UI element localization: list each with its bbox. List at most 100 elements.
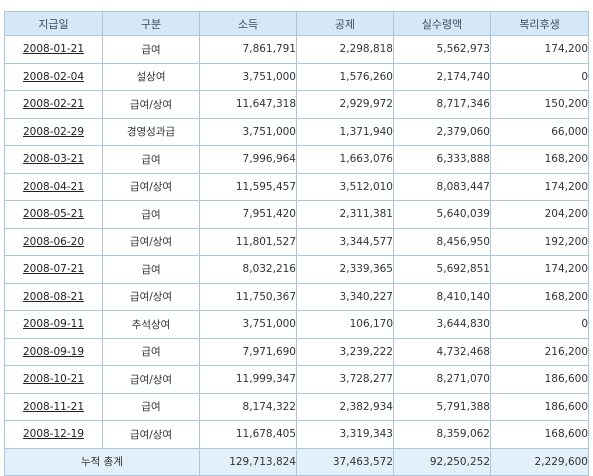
welfare-cell: 204,200 xyxy=(490,200,589,229)
income-cell: 11,647,318 xyxy=(199,90,297,119)
total-label: 누적 총계 xyxy=(4,447,200,476)
income-cell: 3,751,000 xyxy=(199,62,297,91)
total-welfare: 2,229,600 xyxy=(490,447,589,476)
header-income: 소득 xyxy=(199,11,297,36)
welfare-cell: 0 xyxy=(490,62,589,91)
welfare-cell: 174,200 xyxy=(490,172,589,201)
total-net-pay: 92,250,252 xyxy=(393,447,491,476)
pay-date-link[interactable]: 2008-10-21 xyxy=(22,373,85,386)
pay-type-cell: 급여 xyxy=(102,337,200,366)
income-cell: 7,971,690 xyxy=(199,337,297,366)
total-row: 누적 총계 129,713,824 37,463,572 92,250,252 … xyxy=(4,447,589,476)
pay-date-link[interactable]: 2008-11-21 xyxy=(22,400,85,413)
table-row: 2008-09-11 추석상여 3,751,000 106,170 3,644,… xyxy=(4,310,589,339)
income-cell: 11,999,347 xyxy=(199,365,297,394)
table-row: 2008-02-29 경영성과급 3,751,000 1,371,940 2,3… xyxy=(4,117,589,146)
table-row: 2008-02-21 급여/상여 11,647,318 2,929,972 8,… xyxy=(4,90,589,119)
pay-date-link[interactable]: 2008-02-21 xyxy=(22,98,85,111)
deduction-cell: 3,512,010 xyxy=(296,172,394,201)
income-cell: 3,751,000 xyxy=(199,310,297,339)
pay-date-link[interactable]: 2008-05-21 xyxy=(22,208,85,221)
pay-date-link[interactable]: 2008-02-29 xyxy=(22,125,85,138)
pay-type-cell: 급여 xyxy=(102,392,200,421)
pay-date-link[interactable]: 2008-07-21 xyxy=(22,263,85,276)
deduction-cell: 2,311,381 xyxy=(296,200,394,229)
pay-date-link[interactable]: 2008-09-11 xyxy=(22,318,85,331)
table-row: 2008-10-21 급여/상여 11,999,347 3,728,277 8,… xyxy=(4,365,589,394)
deduction-cell: 3,340,227 xyxy=(296,282,394,311)
table-header-row: 지급일 구분 소득 공제 실수령액 복리후생 xyxy=(4,11,589,36)
pay-date-link[interactable]: 2008-06-20 xyxy=(22,235,85,248)
welfare-cell: 168,600 xyxy=(490,420,589,449)
deduction-cell: 2,382,934 xyxy=(296,392,394,421)
pay-type-cell: 급여/상여 xyxy=(102,420,200,449)
pay-date-link[interactable]: 2008-08-21 xyxy=(22,290,85,303)
pay-type-cell: 경영성과급 xyxy=(102,117,200,146)
welfare-cell: 150,200 xyxy=(490,90,589,119)
table-row: 2008-05-21 급여 7,951,420 2,311,381 5,640,… xyxy=(4,200,589,229)
pay-type-cell: 추석상여 xyxy=(102,310,200,339)
table-row: 2008-07-21 급여 8,032,216 2,339,365 5,692,… xyxy=(4,255,589,284)
net-pay-cell: 5,692,851 xyxy=(393,255,491,284)
pay-type-cell: 급여/상여 xyxy=(102,90,200,119)
net-pay-cell: 4,732,468 xyxy=(393,337,491,366)
header-pay-date: 지급일 xyxy=(4,11,103,36)
header-welfare: 복리후생 xyxy=(490,11,589,36)
deduction-cell: 3,319,343 xyxy=(296,420,394,449)
income-cell: 11,750,367 xyxy=(199,282,297,311)
net-pay-cell: 8,410,140 xyxy=(393,282,491,311)
deduction-cell: 2,339,365 xyxy=(296,255,394,284)
net-pay-cell: 8,717,346 xyxy=(393,90,491,119)
pay-date-link[interactable]: 2008-09-19 xyxy=(22,345,85,358)
pay-type-cell: 급여 xyxy=(102,35,200,64)
net-pay-cell: 5,640,039 xyxy=(393,200,491,229)
pay-date-link[interactable]: 2008-03-21 xyxy=(22,153,85,166)
welfare-cell: 186,600 xyxy=(490,365,589,394)
income-cell: 8,174,322 xyxy=(199,392,297,421)
welfare-cell: 186,600 xyxy=(490,392,589,421)
income-cell: 11,801,527 xyxy=(199,227,297,256)
pay-type-cell: 급여/상여 xyxy=(102,282,200,311)
table-row: 2008-02-04 설상여 3,751,000 1,576,260 2,174… xyxy=(4,62,589,91)
pay-date-link[interactable]: 2008-01-21 xyxy=(22,43,85,56)
income-cell: 11,678,405 xyxy=(199,420,297,449)
table-row: 2008-01-21 급여 7,861,791 2,298,818 5,562,… xyxy=(4,35,589,64)
welfare-cell: 174,200 xyxy=(490,35,589,64)
net-pay-cell: 6,333,888 xyxy=(393,145,491,174)
welfare-cell: 216,200 xyxy=(490,337,589,366)
total-income: 129,713,824 xyxy=(199,447,297,476)
pay-type-cell: 급여 xyxy=(102,145,200,174)
pay-type-cell: 설상여 xyxy=(102,62,200,91)
header-type: 구분 xyxy=(102,11,200,36)
pay-type-cell: 급여/상여 xyxy=(102,172,200,201)
net-pay-cell: 3,644,830 xyxy=(393,310,491,339)
deduction-cell: 1,576,260 xyxy=(296,62,394,91)
pay-history-table: 지급일 구분 소득 공제 실수령액 복리후생 2008-01-21 급여 7,8… xyxy=(4,11,589,476)
net-pay-cell: 8,271,070 xyxy=(393,365,491,394)
income-cell: 7,996,964 xyxy=(199,145,297,174)
pay-date-link[interactable]: 2008-02-04 xyxy=(22,70,85,83)
income-cell: 11,595,457 xyxy=(199,172,297,201)
table-row: 2008-04-21 급여/상여 11,595,457 3,512,010 8,… xyxy=(4,172,589,201)
income-cell: 7,951,420 xyxy=(199,200,297,229)
deduction-cell: 3,344,577 xyxy=(296,227,394,256)
deduction-cell: 3,239,222 xyxy=(296,337,394,366)
pay-date-link[interactable]: 2008-04-21 xyxy=(22,180,85,193)
pay-type-cell: 급여 xyxy=(102,200,200,229)
welfare-cell: 192,200 xyxy=(490,227,589,256)
deduction-cell: 1,371,940 xyxy=(296,117,394,146)
table-row: 2008-11-21 급여 8,174,322 2,382,934 5,791,… xyxy=(4,392,589,421)
welfare-cell: 168,200 xyxy=(490,145,589,174)
net-pay-cell: 8,083,447 xyxy=(393,172,491,201)
deduction-cell: 3,728,277 xyxy=(296,365,394,394)
net-pay-cell: 8,359,062 xyxy=(393,420,491,449)
net-pay-cell: 2,174,740 xyxy=(393,62,491,91)
pay-date-link[interactable]: 2008-12-19 xyxy=(22,428,85,441)
welfare-cell: 0 xyxy=(490,310,589,339)
income-cell: 8,032,216 xyxy=(199,255,297,284)
deduction-cell: 2,298,818 xyxy=(296,35,394,64)
deduction-cell: 106,170 xyxy=(296,310,394,339)
table-row: 2008-03-21 급여 7,996,964 1,663,076 6,333,… xyxy=(4,145,589,174)
table-row: 2008-06-20 급여/상여 11,801,527 3,344,577 8,… xyxy=(4,227,589,256)
welfare-cell: 168,200 xyxy=(490,282,589,311)
